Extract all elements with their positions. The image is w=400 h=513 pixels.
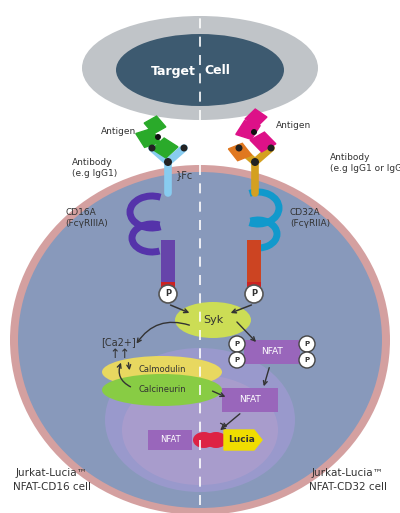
Text: Antibody
(e.g IgG1): Antibody (e.g IgG1) xyxy=(72,157,117,179)
Polygon shape xyxy=(136,129,160,147)
Ellipse shape xyxy=(205,432,227,448)
Ellipse shape xyxy=(116,34,284,106)
Ellipse shape xyxy=(18,172,382,508)
Polygon shape xyxy=(236,121,260,140)
Circle shape xyxy=(251,158,259,166)
Polygon shape xyxy=(152,138,178,158)
Circle shape xyxy=(229,336,245,352)
Polygon shape xyxy=(250,132,276,152)
Text: Lucia: Lucia xyxy=(228,436,256,444)
Text: NFAT: NFAT xyxy=(239,396,261,404)
Ellipse shape xyxy=(122,375,278,485)
Ellipse shape xyxy=(193,432,215,448)
Circle shape xyxy=(299,352,315,368)
Circle shape xyxy=(245,285,263,303)
Bar xyxy=(148,430,192,450)
Polygon shape xyxy=(224,430,262,450)
Text: Calmodulin: Calmodulin xyxy=(138,365,186,374)
Text: NFAT: NFAT xyxy=(160,436,180,444)
Text: Syk: Syk xyxy=(203,315,223,325)
Text: Antigen: Antigen xyxy=(276,122,311,130)
Circle shape xyxy=(236,145,242,151)
Circle shape xyxy=(251,129,257,135)
Ellipse shape xyxy=(105,348,295,492)
Bar xyxy=(247,282,261,290)
Ellipse shape xyxy=(175,302,251,338)
Text: CD16A
(FcγRIIIA): CD16A (FcγRIIIA) xyxy=(65,208,108,228)
Text: [Ca2+]: [Ca2+] xyxy=(101,337,135,347)
Text: Calcineurin: Calcineurin xyxy=(138,385,186,394)
Text: Jurkat-Lucia™
NFAT-CD16 cell: Jurkat-Lucia™ NFAT-CD16 cell xyxy=(13,468,91,491)
Polygon shape xyxy=(144,116,166,134)
Bar xyxy=(161,282,175,290)
Text: CD32A
(FcγRIIA): CD32A (FcγRIIA) xyxy=(290,208,330,228)
Ellipse shape xyxy=(10,165,390,513)
Bar xyxy=(247,240,261,288)
Circle shape xyxy=(159,285,177,303)
Text: Antigen: Antigen xyxy=(101,128,136,136)
Circle shape xyxy=(229,352,245,368)
Circle shape xyxy=(148,145,156,151)
Text: ↑↑: ↑↑ xyxy=(110,347,130,361)
Text: P: P xyxy=(304,341,310,347)
Ellipse shape xyxy=(102,356,222,388)
Text: P: P xyxy=(251,289,257,299)
Ellipse shape xyxy=(102,374,222,406)
Text: Cell: Cell xyxy=(204,65,230,77)
Text: Target: Target xyxy=(151,65,196,77)
Text: P: P xyxy=(165,289,171,299)
Text: }Fc: }Fc xyxy=(176,170,193,180)
Bar xyxy=(222,388,278,412)
Circle shape xyxy=(155,134,161,140)
Text: P: P xyxy=(304,357,310,363)
Text: P: P xyxy=(234,341,240,347)
Circle shape xyxy=(299,336,315,352)
Polygon shape xyxy=(245,109,267,127)
Text: Antibody
(e.g IgG1 or IgG2): Antibody (e.g IgG1 or IgG2) xyxy=(330,152,400,173)
Circle shape xyxy=(180,145,188,151)
Text: Jurkat-Lucia™
NFAT-CD32 cell: Jurkat-Lucia™ NFAT-CD32 cell xyxy=(309,468,387,491)
Bar xyxy=(244,340,300,364)
Polygon shape xyxy=(228,143,252,161)
Ellipse shape xyxy=(82,16,318,120)
Circle shape xyxy=(164,158,172,166)
Bar xyxy=(161,240,175,288)
Circle shape xyxy=(268,145,274,151)
Text: NFAT: NFAT xyxy=(261,347,283,357)
Text: P: P xyxy=(234,357,240,363)
